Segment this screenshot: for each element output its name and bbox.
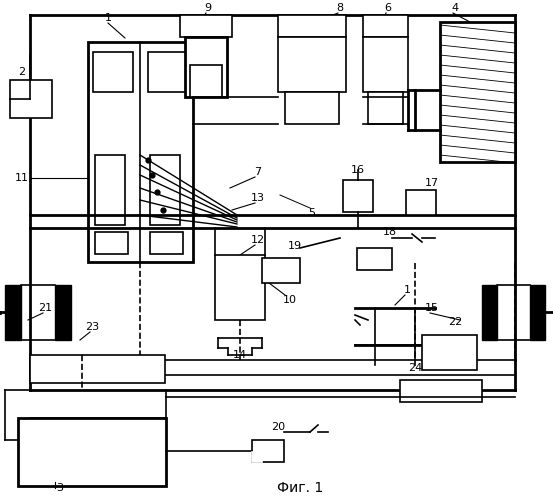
Bar <box>30 355 165 383</box>
Text: 9: 9 <box>205 3 212 13</box>
Text: 24: 24 <box>408 363 422 373</box>
Text: 18: 18 <box>383 227 397 237</box>
Bar <box>88 42 193 262</box>
Bar <box>262 258 300 283</box>
Bar <box>440 22 515 162</box>
Bar <box>343 180 373 212</box>
Bar <box>95 232 128 254</box>
Bar <box>482 285 497 340</box>
Bar <box>215 255 265 320</box>
Text: 13: 13 <box>251 193 265 203</box>
Bar <box>363 37 408 92</box>
Text: 23: 23 <box>85 322 99 332</box>
Text: 16: 16 <box>351 165 365 175</box>
Bar <box>422 335 477 370</box>
Text: 7: 7 <box>254 167 262 177</box>
Bar <box>190 65 222 97</box>
Bar <box>482 285 497 340</box>
Bar <box>150 155 180 225</box>
Bar <box>95 155 125 225</box>
Text: 1: 1 <box>105 13 112 23</box>
Bar <box>5 285 21 340</box>
Text: 5: 5 <box>309 208 316 218</box>
Text: 12: 12 <box>251 235 265 245</box>
Bar <box>10 80 52 118</box>
Text: 10: 10 <box>283 295 297 305</box>
Bar <box>285 92 339 124</box>
Text: 21: 21 <box>38 303 52 313</box>
Bar <box>278 37 346 92</box>
Text: 22: 22 <box>448 317 462 327</box>
Text: 14: 14 <box>233 350 247 360</box>
Text: 20: 20 <box>271 422 285 432</box>
Bar <box>252 452 262 462</box>
Bar <box>180 15 232 37</box>
Bar <box>368 92 403 124</box>
Bar <box>252 440 284 462</box>
Bar <box>93 52 133 92</box>
Bar <box>530 285 545 340</box>
Text: 2: 2 <box>18 67 25 77</box>
Text: 8: 8 <box>336 3 343 13</box>
Text: 3: 3 <box>56 483 64 493</box>
Bar <box>55 285 71 340</box>
Bar <box>185 37 227 97</box>
Bar <box>406 190 436 215</box>
Bar <box>363 15 408 37</box>
Text: Фиг. 1: Фиг. 1 <box>277 481 323 495</box>
Bar <box>278 15 346 37</box>
Text: 4: 4 <box>451 3 458 13</box>
Bar <box>357 248 392 270</box>
Bar <box>530 285 545 340</box>
Bar <box>150 232 183 254</box>
Text: 1: 1 <box>404 285 410 295</box>
Bar <box>5 285 21 340</box>
Text: 15: 15 <box>425 303 439 313</box>
Bar <box>18 418 166 486</box>
Text: 6: 6 <box>384 3 392 13</box>
Text: 19: 19 <box>288 241 302 251</box>
Text: 17: 17 <box>425 178 439 188</box>
Bar <box>148 52 186 92</box>
Bar <box>400 380 482 402</box>
Bar <box>55 285 71 340</box>
Text: 11: 11 <box>15 173 29 183</box>
